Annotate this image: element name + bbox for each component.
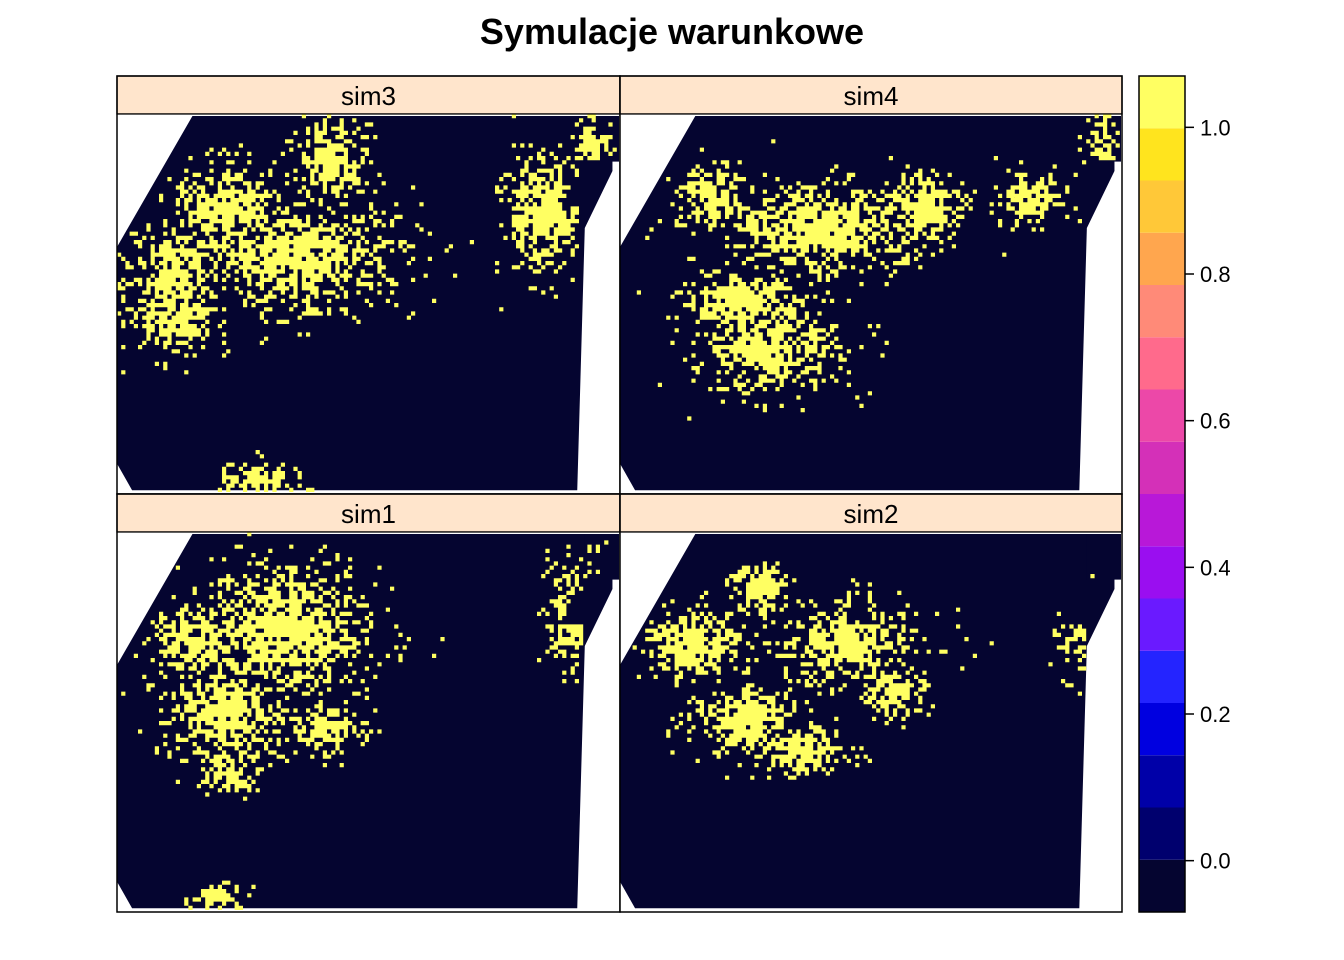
indicator-cells bbox=[636, 114, 1120, 421]
colorbar-tick-label: 0.8 bbox=[1200, 262, 1231, 287]
colorbar-bin bbox=[1139, 650, 1185, 703]
colorbar-bin bbox=[1139, 859, 1185, 912]
colorbar-bin bbox=[1139, 494, 1185, 547]
indicator-cells bbox=[121, 532, 609, 910]
colorbar-bin bbox=[1139, 807, 1185, 860]
panel-strip bbox=[619, 493, 1123, 533]
colorbar-bin bbox=[1139, 703, 1185, 756]
panel-border bbox=[619, 493, 1123, 913]
colorbar-bin bbox=[1139, 76, 1185, 129]
panel-strip-label: sim1 bbox=[341, 499, 396, 529]
colorbar-bin bbox=[1139, 441, 1185, 494]
colorbar-tick-label: 0.4 bbox=[1200, 555, 1231, 580]
colorbar-tick-label: 1.0 bbox=[1200, 115, 1231, 140]
indicator-cells-path bbox=[636, 114, 1120, 421]
indicator-cells bbox=[632, 561, 1095, 780]
panel-sim4: sim4 bbox=[619, 75, 1123, 495]
colorbar-bin bbox=[1139, 128, 1185, 181]
colorbar-bin bbox=[1139, 285, 1185, 338]
panel-sim1: sim1 bbox=[116, 493, 621, 913]
panel-strip bbox=[116, 75, 621, 115]
panel-domain bbox=[620, 534, 1115, 909]
panel-strip-label: sim3 bbox=[341, 81, 396, 111]
indicator-cells-path bbox=[632, 561, 1095, 780]
colorbar-bin bbox=[1139, 755, 1185, 808]
indicator-cells bbox=[117, 114, 617, 492]
colorbar-bin bbox=[1139, 546, 1185, 599]
colorbar-border bbox=[1138, 75, 1186, 913]
colorbar-bin bbox=[1139, 232, 1185, 285]
colorbar-bin bbox=[1139, 598, 1185, 651]
colorbar-tick-label: 0.2 bbox=[1200, 702, 1231, 727]
panels-group: sim3 sim4 sim1 sim2 bbox=[116, 75, 1123, 913]
chart-title: Symulacje warunkowe bbox=[480, 11, 864, 52]
colorbar-bin bbox=[1139, 180, 1185, 233]
indicator-cells-path bbox=[121, 532, 609, 910]
colorbar-tick-label: 0.0 bbox=[1200, 849, 1231, 874]
panel-strip-label: sim2 bbox=[844, 499, 899, 529]
panel-strip-label: sim4 bbox=[844, 81, 899, 111]
colorbar-tick-label: 0.6 bbox=[1200, 409, 1231, 434]
colorbar: 0.0 0.2 0.4 0.6 0.8 1.0 bbox=[1138, 75, 1231, 913]
colorbar-bin bbox=[1139, 337, 1185, 390]
panel-domain-corner bbox=[1086, 534, 1121, 580]
panel-sim3: sim3 bbox=[116, 75, 621, 495]
colorbar-bin bbox=[1139, 389, 1185, 442]
indicator-cells-path bbox=[117, 114, 617, 492]
panel-sim2: sim2 bbox=[619, 493, 1123, 913]
